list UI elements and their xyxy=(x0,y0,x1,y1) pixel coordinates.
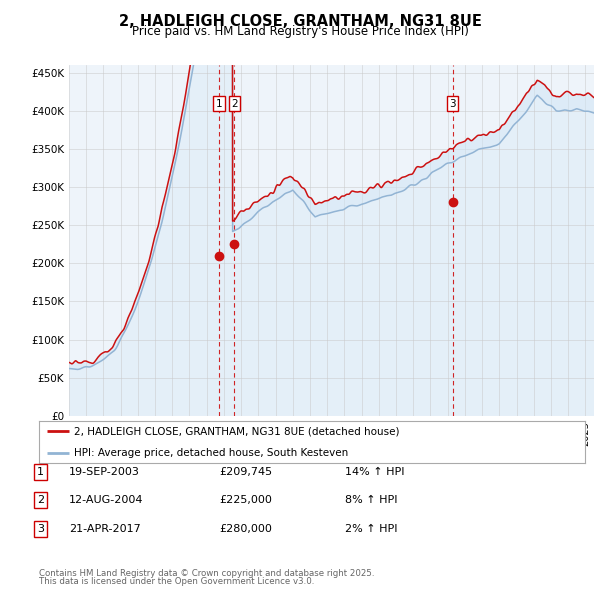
Text: 1: 1 xyxy=(216,99,223,109)
Text: Contains HM Land Registry data © Crown copyright and database right 2025.: Contains HM Land Registry data © Crown c… xyxy=(39,569,374,578)
Text: HPI: Average price, detached house, South Kesteven: HPI: Average price, detached house, Sout… xyxy=(74,448,349,457)
Text: 2: 2 xyxy=(37,496,44,505)
Text: 21-APR-2017: 21-APR-2017 xyxy=(69,524,141,533)
Text: 2, HADLEIGH CLOSE, GRANTHAM, NG31 8UE: 2, HADLEIGH CLOSE, GRANTHAM, NG31 8UE xyxy=(119,14,481,29)
Text: 12-AUG-2004: 12-AUG-2004 xyxy=(69,496,143,505)
Text: 14% ↑ HPI: 14% ↑ HPI xyxy=(345,467,404,477)
Text: 19-SEP-2003: 19-SEP-2003 xyxy=(69,467,140,477)
Text: £209,745: £209,745 xyxy=(219,467,272,477)
Text: 2% ↑ HPI: 2% ↑ HPI xyxy=(345,524,398,533)
Text: Price paid vs. HM Land Registry's House Price Index (HPI): Price paid vs. HM Land Registry's House … xyxy=(131,25,469,38)
Text: £280,000: £280,000 xyxy=(219,524,272,533)
Text: 8% ↑ HPI: 8% ↑ HPI xyxy=(345,496,398,505)
Text: 1: 1 xyxy=(37,467,44,477)
Text: 2: 2 xyxy=(231,99,238,109)
Text: 3: 3 xyxy=(37,524,44,533)
Text: 2, HADLEIGH CLOSE, GRANTHAM, NG31 8UE (detached house): 2, HADLEIGH CLOSE, GRANTHAM, NG31 8UE (d… xyxy=(74,427,400,436)
Text: This data is licensed under the Open Government Licence v3.0.: This data is licensed under the Open Gov… xyxy=(39,577,314,586)
Text: 3: 3 xyxy=(449,99,456,109)
Text: £225,000: £225,000 xyxy=(219,496,272,505)
